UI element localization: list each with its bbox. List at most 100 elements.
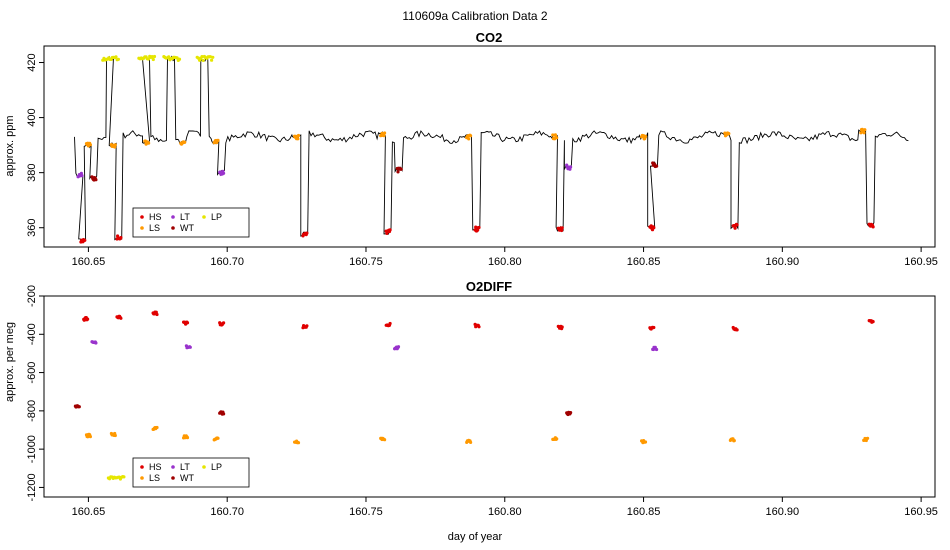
co2-lp-dot [200,55,204,59]
co2-ls-dot [862,131,866,135]
o2diff-legend: HS LT LP LS WT [132,457,250,488]
o2diff-ls-point [151,425,159,431]
o2diff-ls-point [212,436,220,442]
o2diff-hs-point [556,324,564,331]
o2diff-legend-swatch-wt [171,476,175,480]
co2-ls-point [109,143,117,149]
co2-legend: HS LT LP LS WT [132,207,250,238]
o2diff-ls-point [109,431,117,438]
o2diff-x-tick-label: 160.85 [627,506,661,518]
co2-hs-point [556,226,564,232]
x-axis-label: day of year [448,531,503,543]
co2-lp-point [101,55,120,62]
o2diff-hs-dot [185,321,190,325]
co2-x-tick-label: 160.95 [904,256,938,268]
o2diff-plot-frame [43,295,936,498]
co2-legend-label-lp: LP [211,212,222,222]
o2diff-ls-dot [643,440,648,444]
co2-ls-point [212,138,220,145]
co2-hs-dot [871,225,875,229]
co2-lp-dot [201,58,205,63]
co2-legend-box [132,207,250,238]
co2-wt-point [90,175,98,182]
co2-lp-dot [177,57,182,61]
o2diff-x-tick-label: 160.65 [72,506,106,518]
co2-lp-dot [116,57,120,61]
o2diff-wt-point [73,404,81,409]
co2-y-tick-label: 400 [26,108,38,126]
co2-lp-dot [175,56,179,60]
co2-lp-point [195,54,215,63]
o2diff-hs-dot [871,320,875,324]
o2diff-legend-label-hs: HS [149,462,162,472]
co2-x-tick-label: 160.65 [72,256,106,268]
o2diff-hs-point [151,310,159,317]
o2diff-hs-point [731,325,739,332]
o2diff-hs-point [648,325,656,331]
o2diff-hs-dot [477,325,481,329]
co2-ls-dot [88,143,92,147]
o2diff-calibration-marks [73,310,875,484]
co2-y-tick-label: 380 [26,163,38,181]
o2diff-x-tick-label: 160.90 [766,506,800,518]
o2diff-lt-dot [94,341,98,345]
co2-lt-point [76,171,84,179]
co2-lp-dot [210,58,214,62]
co2-legend-label-wt: WT [180,223,194,233]
o2diff-y-tick-label: -1200 [26,473,38,501]
co2-y-axis-label: approx. ppm [4,115,16,176]
co2-legend-swatch-wt [171,226,175,230]
co2-plot-frame [43,45,936,248]
co2-panel-title: CO2 [476,30,503,45]
co2-wt-point [395,166,403,174]
o2diff-hs-point [301,324,309,330]
co2-lp-dot [208,55,212,59]
o2diff-ls-dot [732,439,736,443]
o2diff-legend-swatch-lt [171,465,175,469]
o2diff-ls-point [640,439,648,445]
co2-ls-point [723,131,731,138]
co2-ls-point [640,133,648,141]
o2diff-ls-dot [113,433,117,438]
o2diff-ls-point [182,434,190,440]
o2diff-ls-point [728,437,736,443]
o2diff-panel: O2DIFF approx. per meg 160.65 160.70 160.7… [4,279,938,518]
o2diff-hs-dot [560,325,564,329]
co2-y-tick-label: 420 [26,53,38,71]
o2diff-lp-dot [122,475,126,479]
co2-ls-dot [296,137,300,141]
co2-legend-swatch-lp [202,215,206,219]
o2diff-lp-point [106,475,126,481]
co2-hs-dot [305,231,309,235]
co2-x-tick-label: 160.80 [488,256,522,268]
co2-x-tick-label: 160.90 [766,256,800,268]
co2-ls-dot [216,138,220,142]
o2diff-lt-dot [655,347,659,352]
co2-hs-dot [733,226,737,230]
o2diff-hs-dot [119,316,123,320]
o2diff-x-ticks: 160.65 160.70 160.75 160.80 160.85 160.90 160.… [72,497,938,518]
o2diff-ls-point [551,436,559,441]
o2diff-hs-point [182,320,190,326]
co2-hs-dot [735,223,739,227]
co2-lt-dot [222,171,226,175]
o2diff-hs-point [115,314,123,320]
co2-hs-point [867,222,875,229]
o2diff-lt-point [393,345,401,351]
o2diff-lt-dot [188,345,192,349]
o2diff-ls-point [379,436,387,442]
co2-x-tick-label: 160.85 [627,256,661,268]
o2diff-hs-dot [305,324,309,328]
co2-lp-dot [150,55,154,59]
co2-lp-dot [151,57,155,62]
co2-hs-dot [477,225,481,230]
o2diff-ls-dot [88,435,92,439]
co2-ls-dot [383,131,387,135]
co2-sample-trace [74,55,909,241]
co2-hs-point [384,228,392,235]
co2-legend-label-lt: LT [180,212,190,222]
co2-legend-swatch-ls [140,226,144,230]
co2-lp-dot [211,55,215,59]
o2diff-legend-label-lt: LT [180,462,190,472]
co2-ls-point [179,140,187,146]
